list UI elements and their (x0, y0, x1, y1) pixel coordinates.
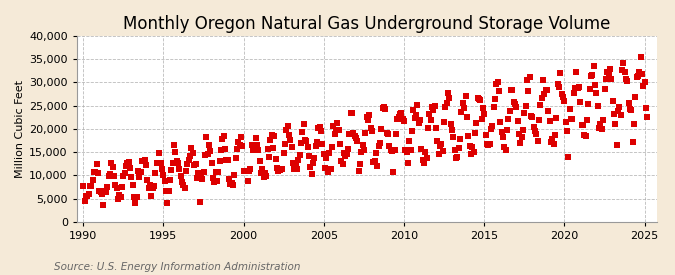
Y-axis label: Million Cubic Feet: Million Cubic Feet (15, 80, 25, 178)
Title: Monthly Oregon Natural Gas Underground Storage Volume: Monthly Oregon Natural Gas Underground S… (124, 15, 611, 33)
Text: Source: U.S. Energy Information Administration: Source: U.S. Energy Information Administ… (54, 262, 300, 272)
